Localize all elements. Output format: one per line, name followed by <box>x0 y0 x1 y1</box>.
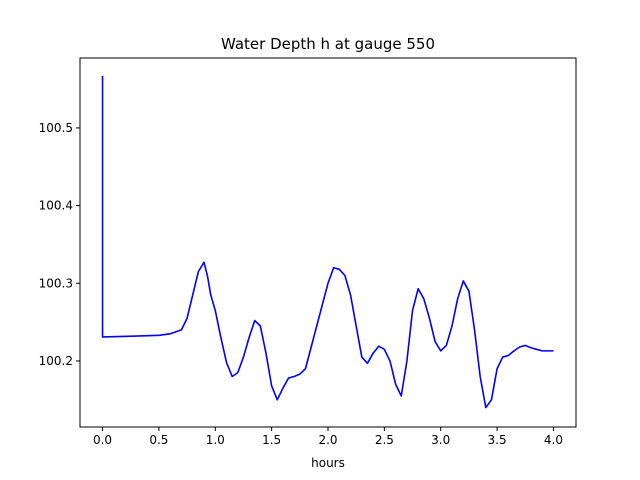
y-tick-label: 100.3 <box>39 276 73 290</box>
y-tick-label: 100.5 <box>39 121 73 135</box>
x-tick-label: 4.0 <box>544 433 563 447</box>
y-tick-label: 100.2 <box>39 354 73 368</box>
x-tick-label: 0.5 <box>149 433 168 447</box>
plot-frame <box>79 57 577 428</box>
x-tick-label: 2.0 <box>318 433 337 447</box>
x-tick-label: 3.0 <box>431 433 450 447</box>
x-tick-label: 1.5 <box>262 433 281 447</box>
chart-title: Water Depth h at gauge 550 <box>221 35 435 53</box>
y-tick-label: 100.4 <box>39 199 73 213</box>
x-tick-label: 0.0 <box>93 433 112 447</box>
x-tick-label: 1.0 <box>206 433 225 447</box>
series-line-0 <box>101 75 554 409</box>
x-tick-label: 2.5 <box>375 433 394 447</box>
plot-content <box>101 75 554 409</box>
y-axis: 100.2 100.3 100.4 100.5 <box>39 121 80 368</box>
x-tick-label: 3.5 <box>488 433 507 447</box>
x-axis-label: hours <box>311 456 345 470</box>
x-axis: 0.0 0.5 1.0 1.5 2.0 2.5 3.0 3.5 4.0 <box>93 427 563 447</box>
